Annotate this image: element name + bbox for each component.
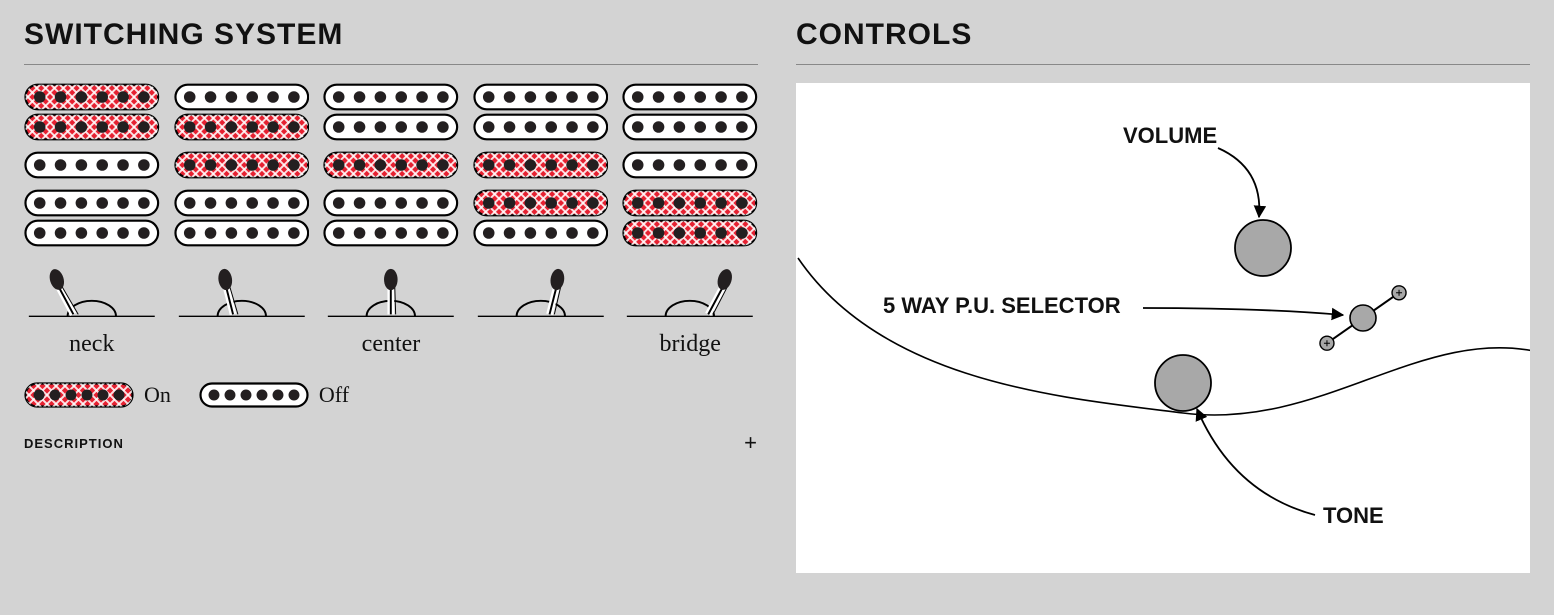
pickup-grid xyxy=(24,83,758,247)
legend: On Off xyxy=(24,382,758,408)
legend-on-label: On xyxy=(144,382,171,408)
expand-icon[interactable]: + xyxy=(744,430,758,456)
selector-position: bridge xyxy=(622,267,758,358)
pickup-cell xyxy=(473,83,609,141)
description-label: DESCRIPTION xyxy=(24,436,124,451)
divider xyxy=(24,64,758,65)
pickup-cell xyxy=(174,189,310,247)
pickup-cell xyxy=(323,151,459,179)
switching-heading: SWITCHING SYSTEM xyxy=(24,18,758,52)
pickup-cell xyxy=(622,83,758,141)
pickup-cell xyxy=(323,83,459,141)
pickup-cell xyxy=(24,151,160,179)
svg-text:TONE: TONE xyxy=(1323,503,1384,528)
legend-off: Off xyxy=(199,382,349,408)
pickup-cell xyxy=(622,151,758,179)
pickup-cell xyxy=(24,83,160,141)
pickup-cell xyxy=(473,189,609,247)
pickup-cell xyxy=(323,189,459,247)
pickup-cell xyxy=(174,151,310,179)
selector-label: bridge xyxy=(622,331,758,358)
selector-position: neck xyxy=(24,267,160,358)
pickup-cell xyxy=(473,151,609,179)
switching-panel: SWITCHING SYSTEM neck center bridge On Off… xyxy=(24,18,758,578)
selector-position xyxy=(473,267,609,358)
controls-diagram: VOLUME 5 WAY P.U. SELECTOR TONE xyxy=(796,83,1530,573)
selector-label: neck xyxy=(24,331,160,358)
pickup-cell xyxy=(622,189,758,247)
pickup-cell xyxy=(24,189,160,247)
selector-label: center xyxy=(323,331,459,358)
svg-text:VOLUME: VOLUME xyxy=(1123,123,1217,148)
controls-heading: CONTROLS xyxy=(796,18,1530,52)
description-row[interactable]: DESCRIPTION + xyxy=(24,430,758,456)
divider xyxy=(796,64,1530,65)
selector-position xyxy=(174,267,310,358)
controls-panel: CONTROLS VOLUME 5 WAY P.U. SELECTOR TONE xyxy=(796,18,1530,578)
selector-row: neck center bridge xyxy=(24,267,758,358)
svg-text:5 WAY P.U. SELECTOR: 5 WAY P.U. SELECTOR xyxy=(883,293,1121,318)
pickup-cell xyxy=(174,83,310,141)
legend-off-label: Off xyxy=(319,382,349,408)
legend-on: On xyxy=(24,382,171,408)
selector-position: center xyxy=(323,267,459,358)
